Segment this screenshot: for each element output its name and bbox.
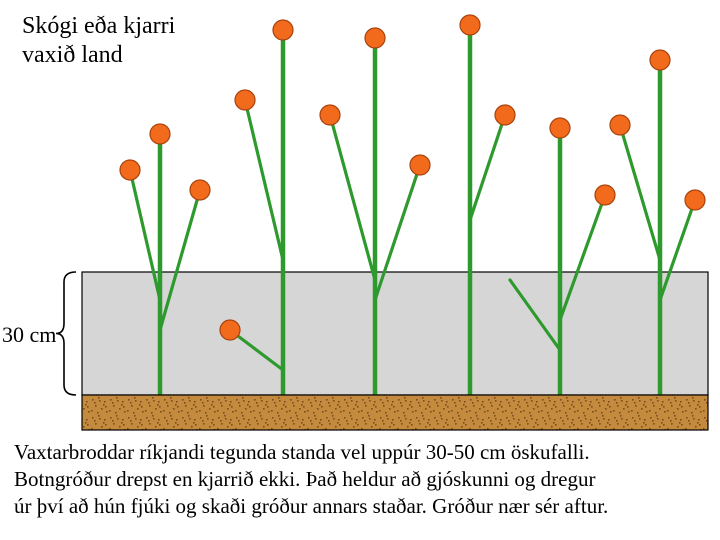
bud-icon [550,118,570,138]
branch [620,125,660,260]
branch [330,115,375,280]
caption-line2: Botngróður drepst en kjarrið ekki. Það h… [14,467,595,491]
bud-icon [220,320,240,340]
bud-icon [610,115,630,135]
caption-line1: Vaxtarbroddar ríkjandi tegunda standa ve… [14,440,590,464]
bud-icon [685,190,705,210]
bud-icon [150,124,170,144]
ash-layer [82,272,708,395]
bud-icon [320,105,340,125]
bud-icon [410,155,430,175]
bud-icon [650,50,670,70]
bud-icon [120,160,140,180]
bud-icon [595,185,615,205]
bud-icon [190,180,210,200]
bud-icon [365,28,385,48]
bud-icon [273,20,293,40]
bud-icon [235,90,255,110]
measure-brace-icon [56,272,76,395]
branch [470,115,505,220]
soil-layer [82,395,708,430]
caption-line3: úr því að hún fjúki og skaði gróður anna… [14,494,608,518]
bud-icon [460,15,480,35]
caption-text: Vaxtarbroddar ríkjandi tegunda standa ve… [14,439,708,520]
measure-label: 30 cm [2,322,56,348]
branch [245,100,283,260]
bud-icon [495,105,515,125]
